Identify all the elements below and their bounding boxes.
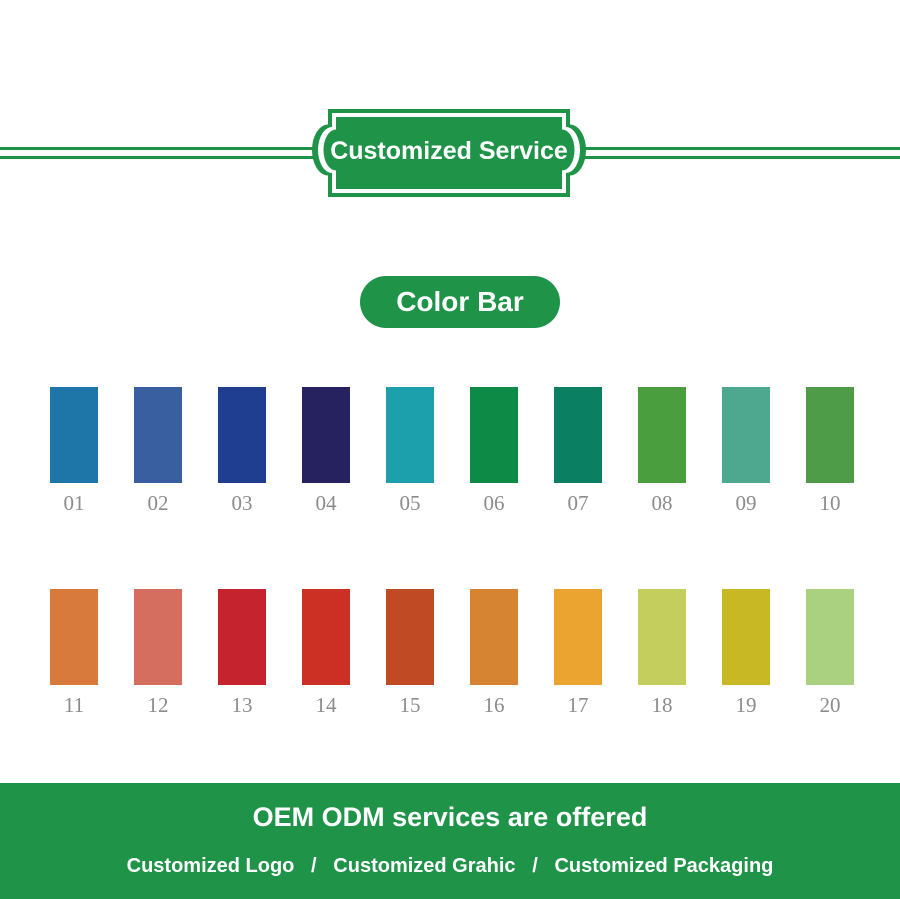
svg-text:Customized Service: Customized Service <box>330 137 568 165</box>
